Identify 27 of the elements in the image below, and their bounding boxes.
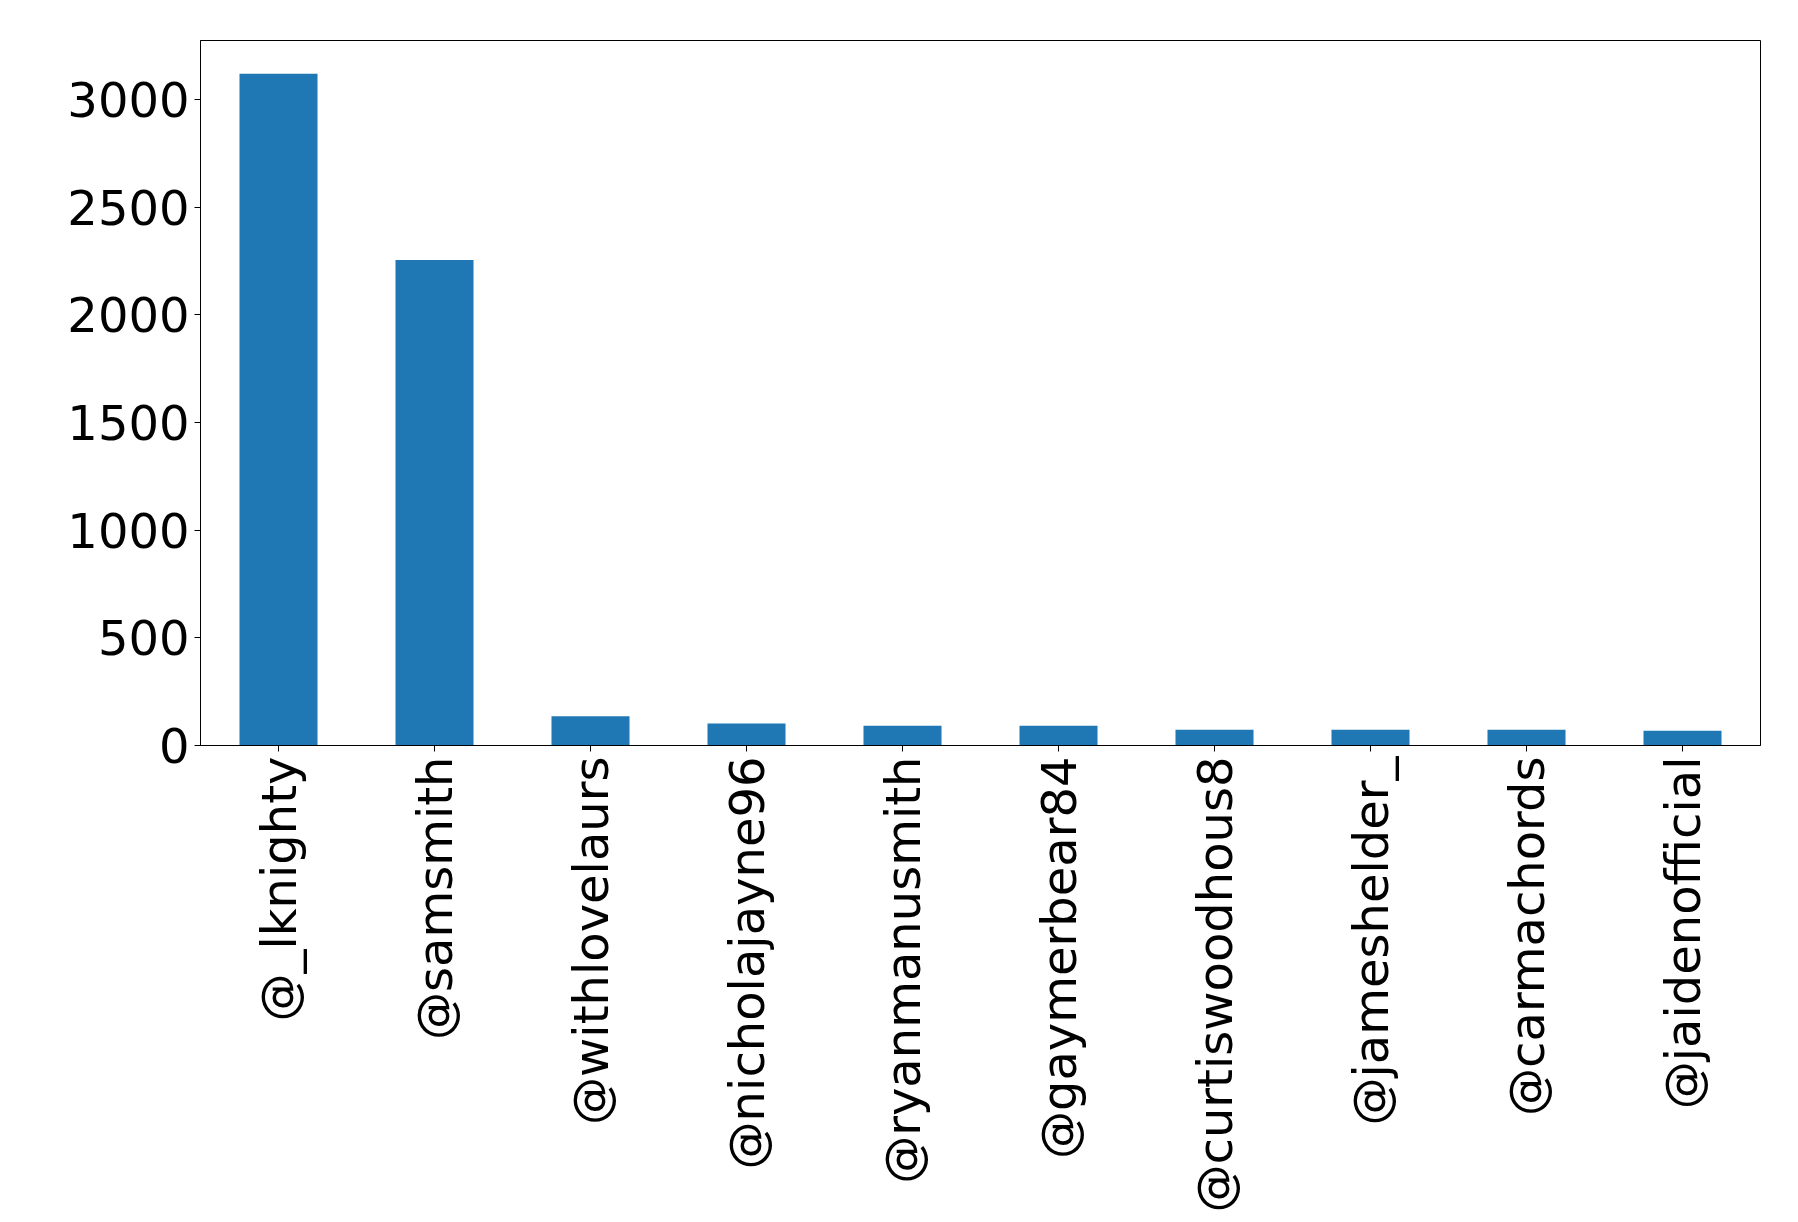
x-tick-label: @_lknighty <box>250 756 307 1022</box>
bar <box>707 723 786 746</box>
x-tick-label: @gaymerbear84 <box>1030 756 1087 1160</box>
y-tick-label: 0 <box>158 718 190 774</box>
y-tick-label: 1000 <box>67 502 190 559</box>
bar <box>239 73 318 746</box>
y-tick-label: 2500 <box>67 179 190 236</box>
x-tick-label: @jaidenofficial <box>1654 756 1711 1110</box>
x-tick-label: @nicholajayne96 <box>718 756 775 1170</box>
y-tick-label: 1500 <box>67 395 190 452</box>
x-tick-label: @ryanmanusmith <box>874 756 931 1184</box>
bar <box>1175 729 1254 746</box>
y-tick-label: 3000 <box>67 72 190 129</box>
bar <box>863 725 942 746</box>
bar <box>1487 729 1566 746</box>
bar <box>1019 725 1098 746</box>
bar <box>1331 729 1410 746</box>
y-tick-label: 2000 <box>67 287 190 344</box>
x-tick-label: @carmachords <box>1498 756 1555 1116</box>
bar <box>1643 730 1722 746</box>
x-tick-label: @withlovelaurs <box>562 756 619 1125</box>
y-tick-label: 500 <box>97 610 190 667</box>
x-tick-label: @curtiswoodhous8 <box>1186 756 1243 1213</box>
x-tick-label: @jameshelder_ <box>1342 755 1399 1126</box>
x-tick-label: @samsmith <box>406 756 463 1041</box>
bar <box>395 260 474 746</box>
bar <box>551 716 630 746</box>
